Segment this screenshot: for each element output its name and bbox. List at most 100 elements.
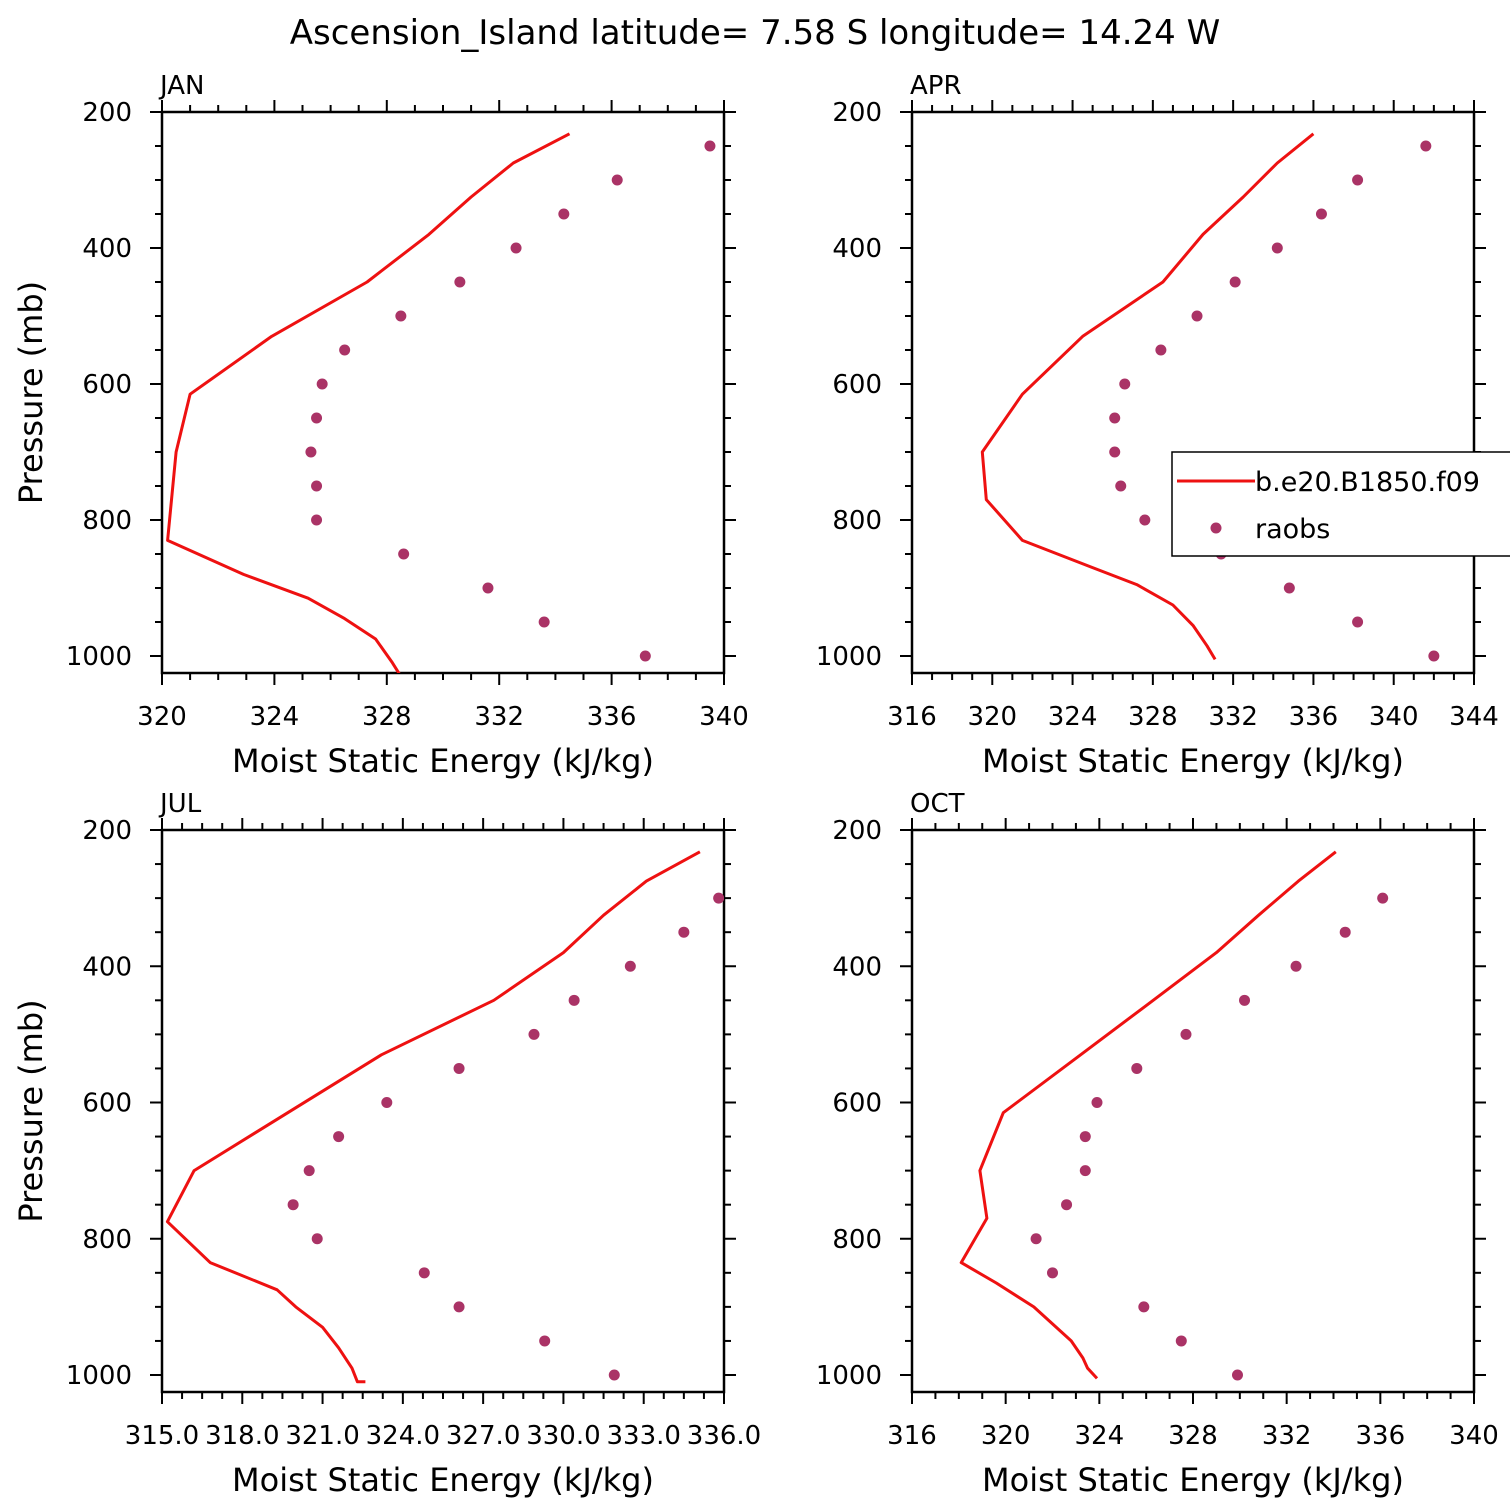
- raobs-point: [528, 1028, 540, 1040]
- raobs-point: [1061, 1199, 1073, 1211]
- y-tick-label: 200: [832, 816, 882, 846]
- raobs-point: [453, 1301, 465, 1313]
- raobs-point: [713, 892, 724, 904]
- x-axis-label: Moist Static Energy (kJ/kg): [232, 742, 654, 780]
- raobs-point: [1428, 650, 1440, 662]
- raobs-point: [1352, 616, 1364, 628]
- raobs-point: [1175, 1335, 1187, 1347]
- raobs-point: [568, 994, 580, 1006]
- y-axis-label: Pressure (mb): [12, 999, 50, 1222]
- y-tick-label: 400: [82, 234, 132, 264]
- panel-label: OCT: [910, 789, 965, 819]
- raobs-point: [1091, 1097, 1103, 1108]
- model-line: [165, 850, 701, 1384]
- y-tick-label: 800: [82, 1225, 132, 1255]
- x-tick-label: 332: [474, 702, 524, 732]
- raobs-point: [311, 1233, 323, 1245]
- y-tick-label: 200: [82, 816, 132, 846]
- plot-area: [165, 850, 724, 1384]
- raobs-point: [1229, 276, 1241, 288]
- panel-label: APR: [910, 71, 962, 101]
- y-tick-label: 600: [832, 1089, 882, 1119]
- plot-area: [166, 132, 716, 673]
- x-tick-label: 327.0: [446, 1421, 520, 1451]
- raobs-point: [538, 616, 550, 628]
- raobs-point: [316, 378, 328, 390]
- raobs-point: [1352, 174, 1364, 186]
- raobs-point: [1377, 892, 1389, 904]
- y-tick-label: 400: [82, 952, 132, 982]
- y-tick-label: 800: [832, 1225, 882, 1255]
- raobs-point: [1191, 310, 1203, 322]
- x-tick-label: 328: [1128, 702, 1178, 732]
- raobs-point: [453, 1062, 465, 1074]
- model-line: [166, 132, 571, 673]
- raobs-point: [1283, 582, 1295, 594]
- raobs-point: [1139, 514, 1151, 526]
- plot-frame: [160, 110, 726, 675]
- legend: b.e20.B1850.f09 raobs: [1171, 451, 1510, 557]
- x-tick-label: 316: [887, 702, 937, 732]
- y-tick-label: 200: [832, 98, 882, 128]
- raobs-point: [1079, 1131, 1091, 1143]
- raobs-point: [333, 1131, 345, 1143]
- panel-label: JUL: [158, 789, 202, 819]
- y-axis-label: Pressure (mb): [12, 281, 50, 504]
- legend-obs-label: raobs: [1255, 514, 1330, 545]
- plot-frame: [910, 828, 1476, 1394]
- raobs-point: [1315, 208, 1327, 220]
- x-tick-label: 340: [1369, 702, 1419, 732]
- plot-frame: [160, 828, 726, 1394]
- raobs-point: [678, 926, 690, 938]
- raobs-point: [482, 582, 494, 594]
- x-tick-label: 324.0: [366, 1421, 440, 1451]
- raobs-point: [611, 174, 623, 186]
- raobs-point: [398, 548, 410, 560]
- raobs-point: [608, 1369, 620, 1381]
- raobs-point: [1119, 378, 1131, 390]
- y-tick-label: 800: [82, 506, 132, 536]
- raobs-point: [454, 276, 466, 288]
- raobs-point: [1138, 1301, 1150, 1313]
- raobs-point: [539, 1335, 551, 1347]
- raobs-point: [311, 480, 323, 492]
- raobs-point: [1047, 1267, 1058, 1279]
- x-axis-label: Moist Static Energy (kJ/kg): [232, 1461, 654, 1499]
- raobs-point: [1079, 1165, 1091, 1177]
- plot-frame: [910, 110, 1476, 675]
- raobs-point: [303, 1165, 315, 1177]
- x-tick-label: 332: [1208, 702, 1258, 732]
- legend-box: [1171, 451, 1510, 557]
- raobs-point: [395, 310, 407, 322]
- raobs-point: [1420, 140, 1432, 152]
- x-tick-label: 316: [887, 1421, 937, 1451]
- x-tick-label: 320: [967, 702, 1017, 732]
- x-tick-label: 320: [137, 702, 187, 732]
- raobs-point: [1231, 1369, 1243, 1381]
- model-line: [980, 132, 1315, 661]
- raobs-point: [639, 650, 651, 662]
- raobs-point: [510, 242, 522, 254]
- x-tick-label: 333.0: [606, 1421, 680, 1451]
- x-tick-label: 336: [587, 702, 637, 732]
- x-tick-label: 324: [1075, 1421, 1125, 1451]
- raobs-point: [1030, 1233, 1042, 1245]
- raobs-point: [1131, 1062, 1143, 1074]
- legend-model-label: b.e20.B1850.f09: [1255, 467, 1480, 498]
- y-tick-label: 800: [832, 506, 882, 536]
- raobs-point: [1109, 446, 1121, 458]
- x-axis-label: Moist Static Energy (kJ/kg): [982, 742, 1404, 780]
- raobs-point: [418, 1267, 430, 1279]
- raobs-point: [339, 344, 351, 356]
- y-tick-label: 600: [82, 1089, 132, 1119]
- x-tick-label: 324: [250, 702, 300, 732]
- panel-label: JAN: [158, 71, 204, 101]
- raobs-point: [1155, 344, 1167, 356]
- x-tick-label: 344: [1449, 702, 1499, 732]
- x-axis-label: Moist Static Energy (kJ/kg): [982, 1461, 1404, 1499]
- raobs-point: [1109, 412, 1121, 424]
- legend-obs-swatch: [1210, 522, 1222, 534]
